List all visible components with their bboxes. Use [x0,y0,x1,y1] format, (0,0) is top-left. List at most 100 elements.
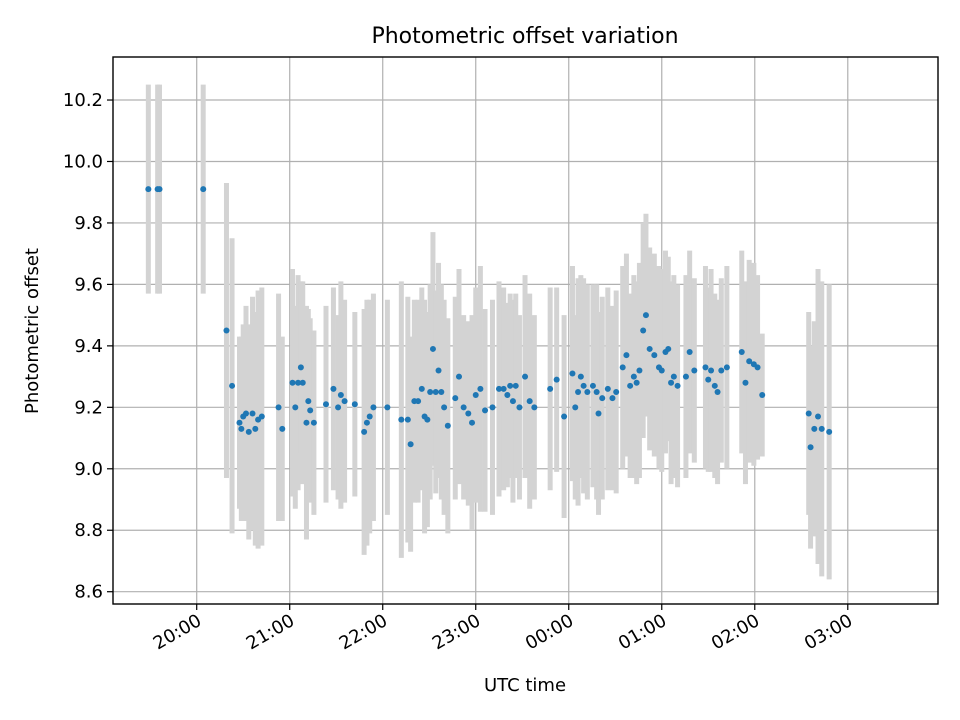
data-point [384,404,391,411]
y-tick-label: 9.2 [74,397,103,418]
data-point [599,395,606,402]
data-point [404,416,411,423]
y-axis-ticks: 8.6 8.8 9.0 9.2 9.4 9.6 9.8 10.0 10.2 [63,90,113,603]
data-point [640,327,647,334]
data-point [424,416,431,423]
y-tick-label: 10.0 [63,151,103,172]
data-point [531,404,538,411]
data-point [646,345,653,352]
data-point [495,385,502,392]
data-point [589,382,596,389]
data-point [236,419,243,426]
data-point [604,385,611,392]
data-point [569,370,576,377]
y-axis-label: Photometric offset [22,248,43,414]
data-point [322,401,329,408]
data-point [572,404,579,411]
chart-title: Photometric offset variation [371,24,678,49]
data-point [279,425,286,432]
data-point [145,186,152,193]
data-point [275,404,282,411]
data-point [553,376,560,383]
data-point [438,388,445,395]
data-point [627,382,634,389]
data-point [711,382,718,389]
data-point [500,385,507,392]
data-point [613,388,620,395]
data-point [619,364,626,371]
data-point [252,425,259,432]
data-point [674,382,681,389]
data-point [738,349,745,356]
data-point [609,395,616,402]
data-point [361,428,368,435]
data-point [370,404,377,411]
plot-frame [112,56,939,605]
data-point [811,425,818,432]
data-point [243,410,250,417]
data-point [665,345,672,352]
data-point [335,404,342,411]
y-tick-label: 9.4 [74,336,103,357]
data-point [642,312,649,319]
data-point [509,398,516,405]
data-point [818,425,825,432]
data-point [595,410,602,417]
data-point [441,404,448,411]
data-point [526,398,533,405]
data-point [682,373,689,380]
data-point [507,382,514,389]
data-point [415,398,422,405]
data-point [575,388,582,395]
data-point [418,385,425,392]
data-point [398,416,405,423]
data-point [460,404,467,411]
data-point [472,392,479,399]
data-point [636,367,643,374]
data-point [516,404,523,411]
x-axis-label: UTC time [484,675,566,696]
data-point [670,373,677,380]
data-point [561,413,568,420]
data-point [714,388,721,395]
data-point [435,367,442,374]
data-point [303,419,310,426]
data-point [465,410,472,417]
data-point [691,367,698,374]
data-point [702,364,709,371]
data-point [512,382,519,389]
data-point [292,404,299,411]
data-point [341,398,348,405]
data-point [223,327,230,334]
y-tick-label: 8.8 [74,520,103,541]
data-point [580,382,587,389]
data-point [156,186,163,193]
data-point [305,398,312,405]
data-point [330,385,337,392]
data-point [249,410,256,417]
data-point [455,373,462,380]
data-point [469,419,476,426]
data-point [718,367,725,374]
data-point [708,367,715,374]
y-tick-label: 8.6 [74,582,103,603]
data-point [593,388,600,395]
data-point [297,364,304,371]
data-point [295,379,302,386]
data-point [429,345,436,352]
data-point [299,379,306,386]
data-point [366,413,373,420]
data-point [238,425,245,432]
data-point [522,373,529,380]
data-point [363,419,370,426]
data-point [407,441,414,448]
data-point [623,352,630,359]
data-point [759,392,766,399]
data-point [482,407,489,414]
data-points [145,186,833,451]
data-point [630,373,637,380]
y-tick-label: 9.6 [74,274,103,295]
data-point [705,376,712,383]
data-point [258,413,265,420]
